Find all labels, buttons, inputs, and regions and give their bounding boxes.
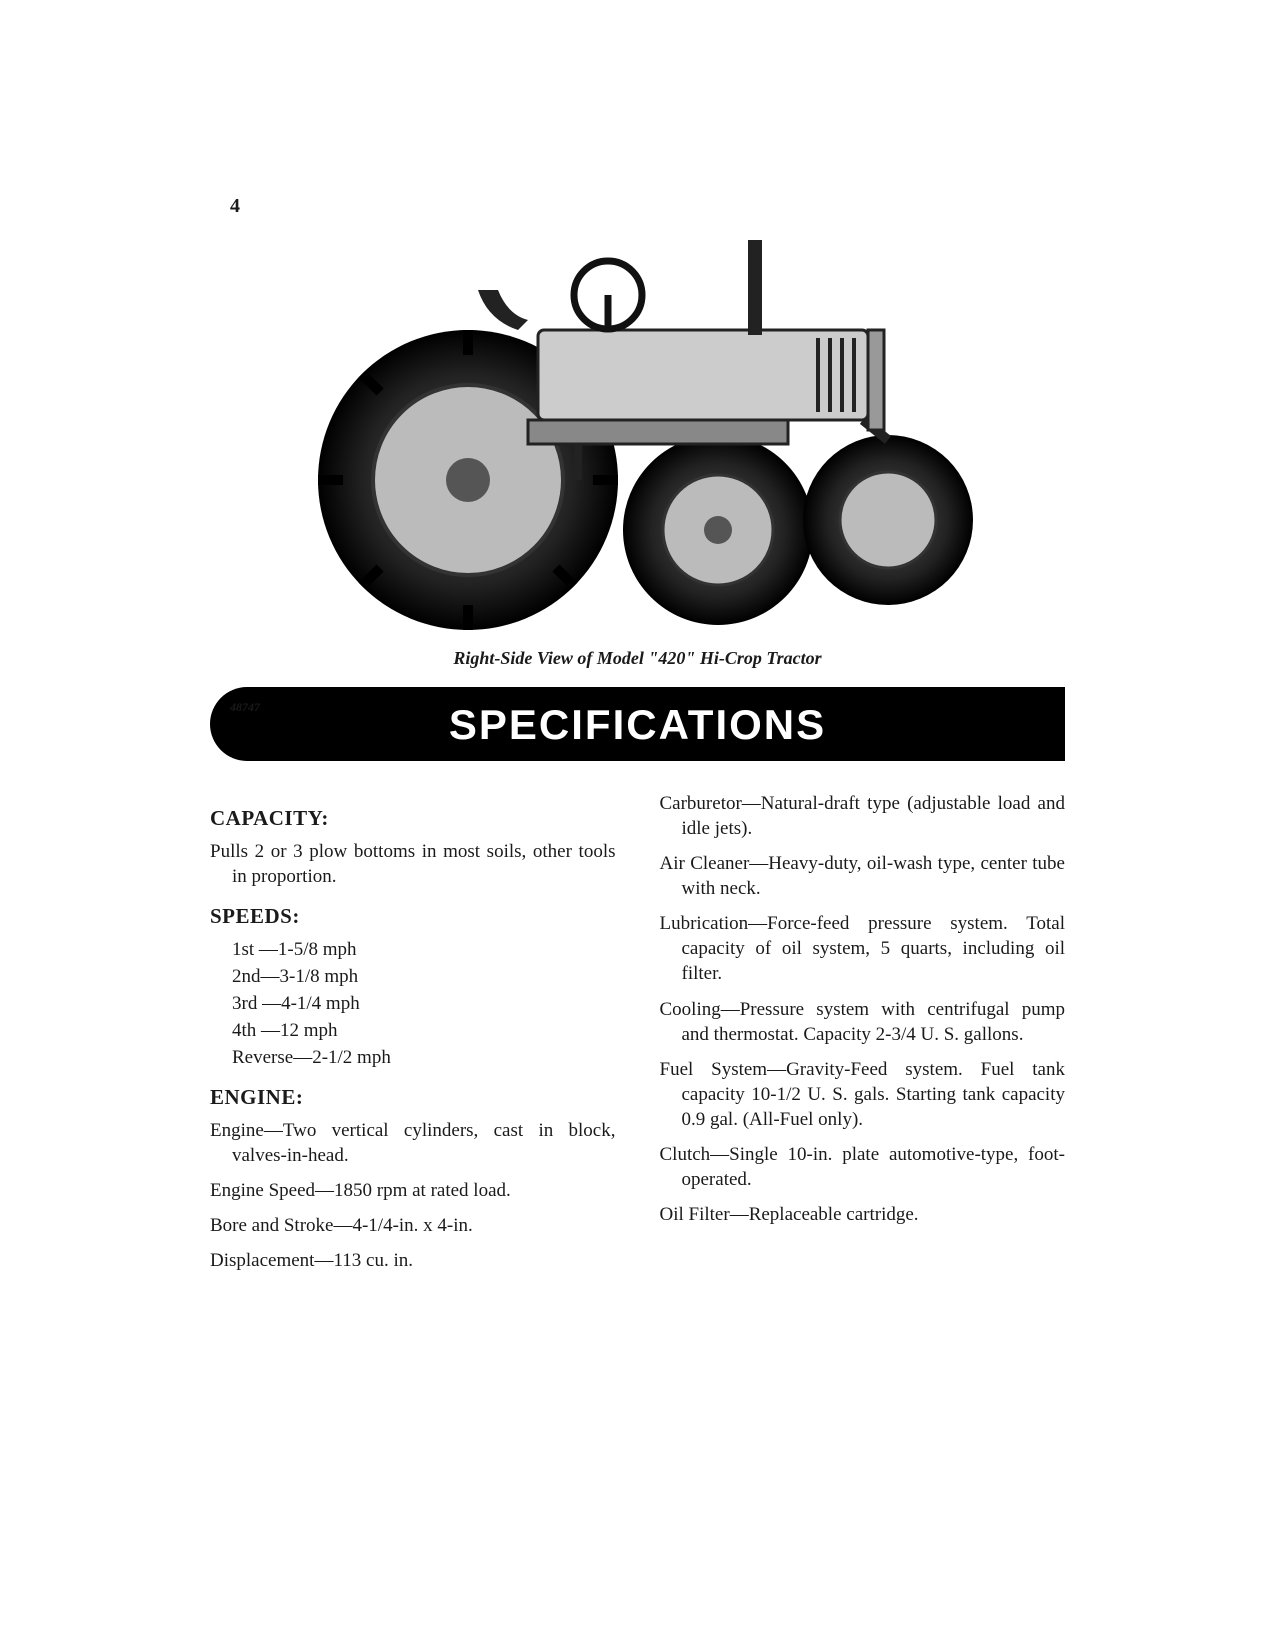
speed-item: 2nd—3-1/8 mph [232, 964, 616, 989]
right-column: Carburetor—Natural-draft type (adjustabl… [660, 791, 1066, 1283]
speed-item: 4th —12 mph [232, 1018, 616, 1043]
speed-item: Reverse—2-1/2 mph [232, 1045, 616, 1070]
figure-id: 48747 [230, 700, 260, 715]
spec-item: Air Cleaner—Heavy-duty, oil-wash type, c… [660, 851, 1066, 901]
speed-item: 1st —1-5/8 mph [232, 937, 616, 962]
speed-item: 3rd —4-1/4 mph [232, 991, 616, 1016]
spec-item: Fuel System—Gravity-Feed system. Fuel ta… [660, 1057, 1066, 1132]
spec-item: Oil Filter—Replaceable cartridge. [660, 1202, 1066, 1227]
page-number: 4 [230, 195, 240, 218]
right-list: Carburetor—Natural-draft type (adjustabl… [660, 791, 1066, 1227]
capacity-text: Pulls 2 or 3 plow bottoms in most soils,… [210, 839, 616, 889]
speeds-list: 1st —1-5/8 mph2nd—3-1/8 mph3rd —4-1/4 mp… [210, 937, 616, 1070]
spec-item: Clutch—Single 10-in. plate automotive-ty… [660, 1142, 1066, 1192]
spec-item: Carburetor—Natural-draft type (adjustabl… [660, 791, 1066, 841]
specifications-banner: SPECIFICATIONS [210, 687, 1065, 761]
left-column: CAPACITY: Pulls 2 or 3 plow bottoms in m… [210, 791, 616, 1283]
figure-caption: Right-Side View of Model "420" Hi-Crop T… [210, 648, 1065, 669]
tractor-illustration [278, 180, 998, 640]
spec-item: Lubrication—Force-feed pressure system. … [660, 911, 1066, 986]
tractor-figure [210, 180, 1065, 640]
speeds-heading: SPEEDS: [210, 903, 616, 931]
engine-item: Engine—Two vertical cylinders, cast in b… [210, 1118, 616, 1168]
spec-item: Cooling—Pressure system with centrifugal… [660, 997, 1066, 1047]
engine-heading: ENGINE: [210, 1084, 616, 1112]
engine-list: Engine—Two vertical cylinders, cast in b… [210, 1118, 616, 1273]
engine-item: Bore and Stroke—4-1/4-in. x 4-in. [210, 1213, 616, 1238]
engine-item: Displacement—113 cu. in. [210, 1248, 616, 1273]
capacity-heading: CAPACITY: [210, 805, 616, 833]
engine-item: Engine Speed—1850 rpm at rated load. [210, 1178, 616, 1203]
spec-columns: CAPACITY: Pulls 2 or 3 plow bottoms in m… [210, 791, 1065, 1283]
